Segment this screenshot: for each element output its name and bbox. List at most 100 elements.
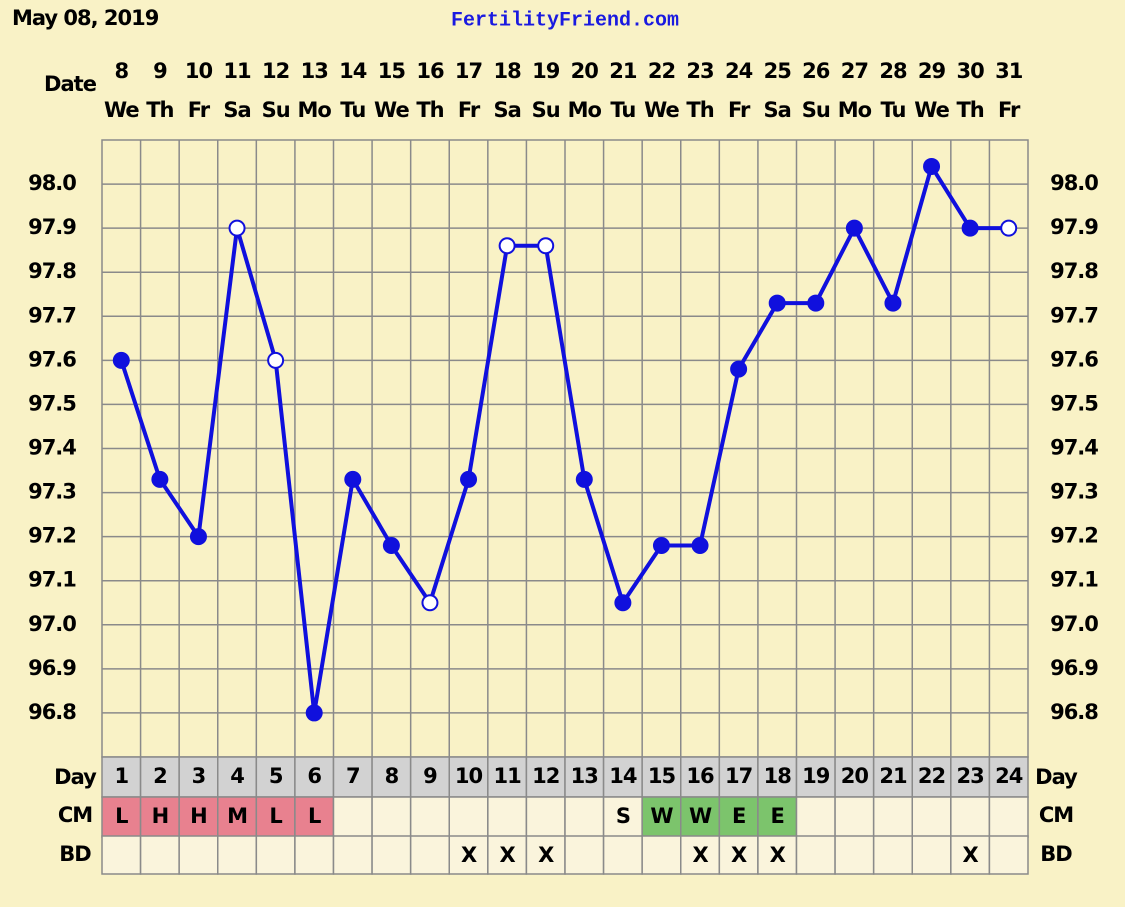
bd-cell	[680, 835, 721, 875]
x-tick-label: 22	[648, 59, 675, 83]
temperature-point	[460, 470, 478, 488]
y-tick-label: 96.8	[28, 700, 76, 724]
cm-value: E	[771, 804, 784, 828]
temperature-point	[189, 528, 207, 546]
temperature-point	[382, 536, 400, 554]
y-tick-label: 97.1	[28, 568, 76, 592]
weekday-label: Tu	[880, 98, 905, 122]
x-tick-label: 23	[686, 59, 713, 83]
weekday-label: Fr	[188, 98, 211, 122]
temperature-point	[575, 470, 593, 488]
days-value: 21	[879, 764, 907, 788]
y-tick-label: 97.2	[1050, 524, 1098, 548]
x-axis-label: Date	[44, 72, 97, 96]
temperature-point	[884, 294, 902, 312]
x-tick-label: 14	[339, 59, 367, 83]
cm-value: L	[308, 804, 321, 828]
x-tick-label: 16	[416, 59, 444, 83]
temperature-point	[652, 536, 670, 554]
weekday-label: Fr	[998, 98, 1021, 122]
chart-date: May 08, 2019	[12, 6, 159, 30]
y-tick-label: 97.8	[1050, 259, 1098, 283]
temperature-point	[151, 470, 169, 488]
temperature-point	[768, 294, 786, 312]
y-tick-label: 97.0	[28, 612, 76, 636]
x-tick-label: 24	[725, 59, 753, 83]
bd-cell	[602, 835, 643, 875]
y-tick-label: 97.8	[28, 259, 76, 283]
cm-value: E	[732, 804, 745, 828]
weekday-label: Sa	[493, 98, 520, 122]
temperature-point	[923, 157, 941, 175]
bd-cell	[178, 835, 219, 875]
x-tick-label: 26	[802, 59, 830, 83]
bd-cell	[641, 835, 682, 875]
y-tick-label: 97.2	[28, 524, 76, 548]
temperature-point	[961, 219, 979, 237]
days-value: 7	[346, 764, 360, 788]
bd-cell	[834, 835, 875, 875]
days-value: 14	[609, 764, 637, 788]
bd-value: X	[692, 843, 708, 867]
days-value: 19	[802, 764, 830, 788]
x-tick-label: 17	[455, 59, 482, 83]
x-tick-label: 19	[532, 59, 560, 83]
cm-value: H	[152, 804, 169, 828]
cm-cell	[911, 796, 952, 838]
y-tick-label: 97.0	[1050, 612, 1098, 636]
cm-cell	[988, 796, 1029, 838]
bd-cell	[294, 835, 335, 875]
bd-cell	[911, 835, 952, 875]
temperature-point	[730, 360, 748, 378]
days-value: 11	[494, 764, 522, 788]
x-tick-label: 10	[185, 59, 213, 83]
weekday-label: We	[374, 98, 409, 122]
weekday-label: Th	[416, 98, 443, 122]
cm-value: L	[115, 804, 128, 828]
bd-value: X	[500, 843, 516, 867]
cm-cell	[795, 796, 836, 838]
weekday-label: Su	[802, 98, 830, 122]
x-tick-label: 29	[918, 59, 946, 83]
y-tick-label: 97.7	[28, 303, 76, 327]
bd-value: X	[538, 843, 554, 867]
y-tick-label: 96.9	[1050, 656, 1098, 680]
weekday-label: We	[914, 98, 949, 122]
x-tick-label: 9	[153, 59, 167, 83]
y-tick-label: 97.3	[28, 480, 76, 504]
y-tick-label: 96.8	[1050, 700, 1098, 724]
cm-cell	[602, 796, 643, 838]
weekday-label: Tu	[610, 98, 635, 122]
bd-cell	[101, 835, 142, 875]
cm-value: L	[269, 804, 282, 828]
weekday-label: Th	[686, 98, 713, 122]
bd-cell	[564, 835, 605, 875]
days-cell	[911, 756, 952, 798]
cm-cell	[487, 796, 528, 838]
temperature-point	[112, 351, 130, 369]
bd-cell	[371, 835, 412, 875]
days-cell	[371, 756, 412, 798]
days-value: 2	[153, 764, 167, 788]
days-value: 10	[455, 764, 483, 788]
temperature-point	[421, 594, 439, 612]
cm-value: S	[616, 804, 630, 828]
days-cell	[487, 756, 528, 798]
row-label: BD	[59, 842, 91, 866]
cm-cell	[332, 796, 373, 838]
temperature-point	[537, 237, 555, 255]
days-value: 6	[307, 764, 321, 788]
cm-cell	[448, 796, 489, 838]
days-value: 8	[385, 764, 399, 788]
bd-value: X	[731, 843, 747, 867]
days-cell	[872, 756, 914, 798]
cm-cell	[641, 796, 682, 838]
row-label: Day	[54, 765, 97, 789]
y-tick-label: 97.9	[1050, 215, 1098, 239]
site-name: FertilityFriend.com	[451, 9, 679, 32]
days-value: 3	[192, 764, 206, 788]
y-tick-label: 97.3	[1050, 480, 1098, 504]
row-label: CM	[58, 803, 92, 827]
days-value: 5	[269, 764, 283, 788]
